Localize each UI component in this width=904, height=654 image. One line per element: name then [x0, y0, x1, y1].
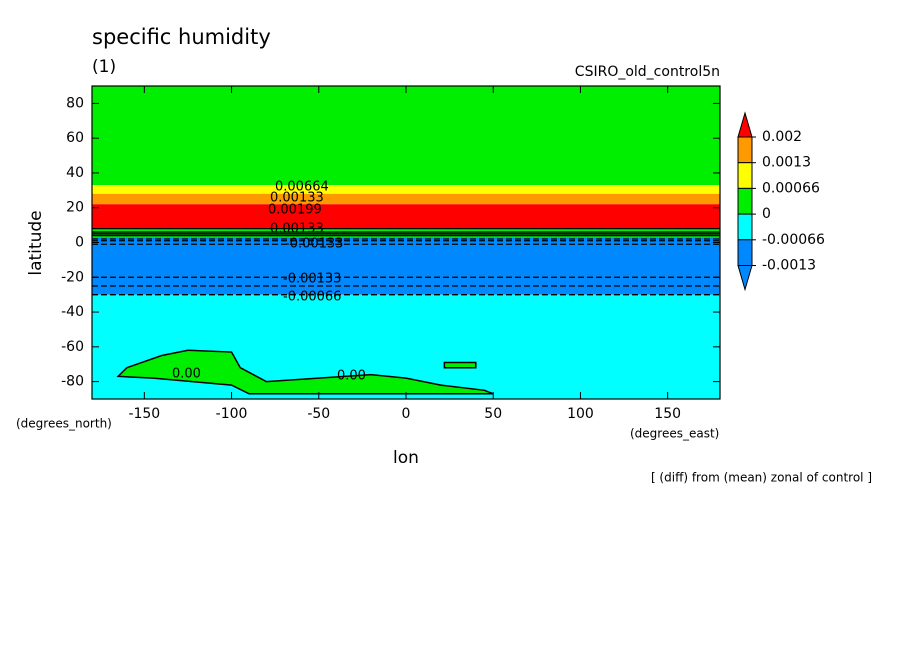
y-tick-label: 40: [66, 165, 84, 181]
chart-title: specific humidity: [92, 25, 271, 49]
y-units: (degrees_north): [16, 417, 112, 431]
colorbar-label: 0.0013: [762, 155, 811, 171]
contour-band: [92, 86, 720, 186]
colorbar-label: 0.002: [762, 129, 802, 145]
colorbar-label: -0.00066: [762, 232, 825, 248]
y-axis-label: latitude: [26, 210, 46, 275]
colorbar-box: [737, 136, 753, 164]
contour-region: [116, 349, 494, 395]
colorbar-cap: [737, 265, 753, 292]
contour-band: [92, 237, 720, 295]
contour-label: 0.00199: [268, 203, 322, 218]
footnote: [ (diff) from (mean) zonal of control ]: [651, 471, 872, 485]
chart-subtitle: (1): [92, 57, 116, 77]
colorbar-box: [737, 187, 753, 215]
contour-label: -0.00066: [283, 290, 341, 305]
x-tick-label: 0: [402, 406, 411, 422]
colorbar-cap: [737, 111, 753, 138]
y-tick-label: 20: [66, 200, 84, 216]
x-units: (degrees_east): [630, 427, 719, 441]
x-axis-label: lon: [393, 448, 419, 468]
x-tick-label: -100: [216, 406, 248, 422]
contour-label: -0.00133: [285, 237, 343, 252]
y-tick-label: -80: [61, 374, 84, 390]
colorbar-box: [737, 239, 753, 267]
contour-label: 0.00133: [270, 191, 324, 206]
source-label: CSIRO_old_control5n: [575, 64, 720, 80]
colorbar-box: [737, 213, 753, 241]
contour-band: [92, 204, 720, 229]
y-tick-label: -20: [61, 269, 84, 285]
colorbar-box: [737, 162, 753, 189]
contour-band: [92, 228, 720, 238]
y-tick-label: 60: [66, 130, 84, 146]
contour-band: [92, 185, 720, 194]
contour-label: 0.00: [172, 367, 201, 382]
colorbar-label: 0.00066: [762, 180, 820, 196]
y-tick-label: -60: [61, 339, 84, 355]
contour-band: [92, 193, 720, 205]
x-tick-label: 150: [654, 406, 681, 422]
x-tick-label: -150: [128, 406, 160, 422]
contour-label: 0.00133: [270, 222, 324, 237]
colorbar-label: -0.0013: [762, 258, 816, 274]
contour-label: -0.00133: [283, 272, 341, 287]
contour-label: 0.00664: [275, 180, 329, 195]
x-tick-label: -50: [307, 406, 330, 422]
contour-region: [443, 361, 477, 369]
y-tick-label: 0: [75, 235, 84, 251]
x-tick-label: 100: [567, 406, 594, 422]
y-tick-label: -40: [61, 304, 84, 320]
y-tick-label: 80: [66, 95, 84, 111]
colorbar-label: 0: [762, 206, 771, 222]
contour-label: 0.00: [337, 369, 366, 384]
x-tick-label: 50: [484, 406, 502, 422]
